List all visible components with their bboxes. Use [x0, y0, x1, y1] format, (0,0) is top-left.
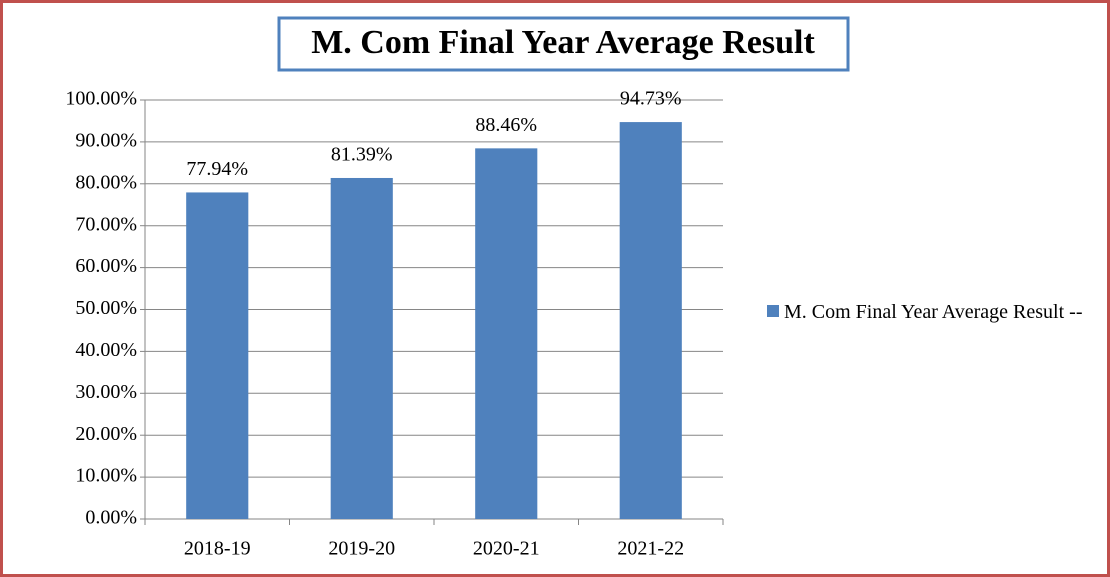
x-tick-label: 2020-21	[473, 538, 540, 560]
x-tick-label: 2019-20	[328, 538, 395, 560]
bar	[330, 177, 393, 520]
y-tick-label: 40.00%	[75, 339, 137, 361]
title-box	[277, 16, 850, 72]
data-label: 88.46%	[475, 114, 537, 136]
data-label: 94.73%	[620, 88, 682, 110]
data-label: 77.94%	[186, 158, 248, 180]
bar	[475, 148, 538, 519]
data-label: 81.39%	[331, 144, 393, 166]
x-tick-label: 2018-19	[184, 538, 251, 560]
y-tick-label: 10.00%	[75, 465, 137, 487]
y-tick-label: 50.00%	[75, 297, 137, 319]
y-tick-label: 90.00%	[75, 129, 137, 151]
y-tick-label: 70.00%	[75, 213, 137, 235]
x-tick-label: 2021-22	[617, 538, 684, 560]
bar	[619, 122, 682, 519]
y-tick-label: 20.00%	[75, 423, 137, 445]
chart-title: M. Com Final Year Average Result	[311, 24, 815, 61]
legend-label: M. Com Final Year Average Result --	[784, 301, 1083, 323]
y-tick-label: 60.00%	[75, 255, 137, 277]
bar	[186, 192, 249, 519]
y-tick-label: 80.00%	[75, 171, 137, 193]
y-tick-label: 100.00%	[65, 88, 137, 110]
y-tick-label: 0.00%	[85, 507, 137, 529]
y-tick-label: 30.00%	[75, 381, 137, 403]
legend-swatch	[767, 305, 779, 317]
